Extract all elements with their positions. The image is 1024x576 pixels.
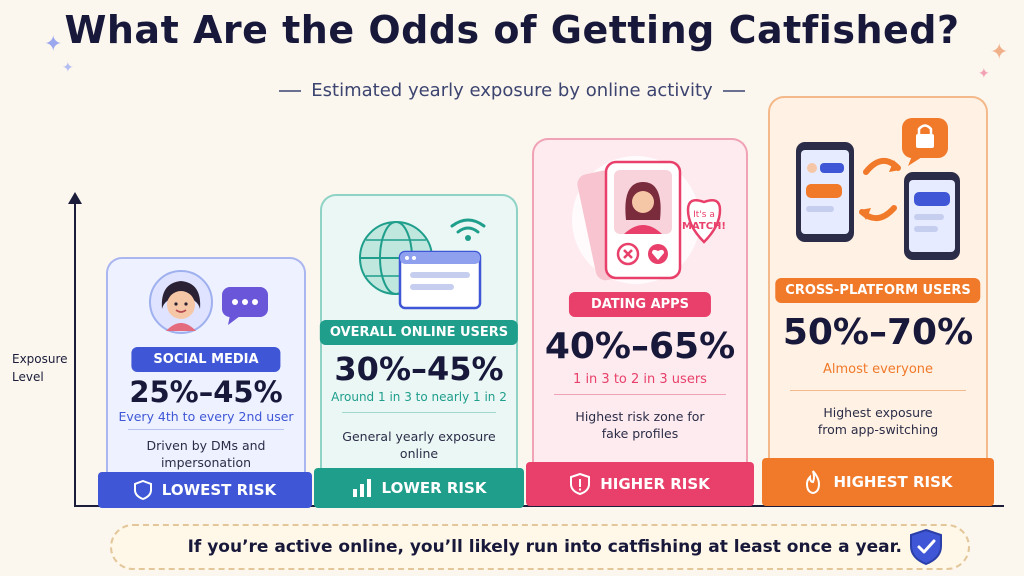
divider xyxy=(554,394,726,395)
range-value: 40%–65% xyxy=(544,326,736,367)
description-line: online xyxy=(399,446,439,461)
risk-label: HIGHEST RISK xyxy=(833,473,953,491)
sparkle-icon: ✦ xyxy=(44,32,63,57)
range-value: 25%–45% xyxy=(129,375,283,409)
category-label: OVERALL ONLINE USERS xyxy=(319,320,519,345)
page-subtitle: Estimated yearly exposure by online acti… xyxy=(0,80,1024,101)
chat-bubble-icon xyxy=(222,287,268,325)
risk-label: LOWEST RISK xyxy=(161,481,277,499)
y-axis-label: Exposure Level xyxy=(12,352,68,384)
divider xyxy=(790,390,966,391)
description-line: from app-switching xyxy=(817,422,939,437)
divider xyxy=(128,429,284,430)
category-label: CROSS-PLATFORM USERS xyxy=(775,278,981,303)
sparkle-icon: ✦ xyxy=(978,66,990,82)
subtitle-dash-left xyxy=(279,90,302,92)
description: Highest risk zone for fake profiles xyxy=(534,408,746,442)
bar-social-media: SOCIAL MEDIA 25%–45% Every 4th to every … xyxy=(106,257,306,475)
sparkle-icon: ✦ xyxy=(990,40,1009,65)
sparkle-icon: ✦ xyxy=(62,60,74,76)
risk-badge-lower: LOWER RISK xyxy=(314,468,524,508)
shield-check-icon xyxy=(910,528,942,566)
match-bubble-line: It's a xyxy=(693,210,715,220)
description-line: impersonation xyxy=(160,455,252,470)
range-value: 50%–70% xyxy=(782,312,974,353)
description-line: Driven by DMs and xyxy=(146,438,266,453)
category-label: SOCIAL MEDIA xyxy=(131,347,281,372)
x-axis xyxy=(74,505,1004,507)
description-line: Highest risk zone for xyxy=(575,409,705,424)
y-axis-arrow xyxy=(68,192,82,204)
y-axis xyxy=(74,200,76,506)
divider xyxy=(342,412,496,413)
description-line: General yearly exposure xyxy=(342,429,496,444)
subtitle-text: Estimated yearly exposure by online acti… xyxy=(311,80,713,101)
description-line: fake profiles xyxy=(601,426,679,441)
risk-label: HIGHER RISK xyxy=(600,475,710,493)
bar-chart-icon xyxy=(352,479,371,497)
match-bubble-line: MATCH! xyxy=(682,221,726,232)
dating-app-match-icon: It's a MATCH! xyxy=(572,156,726,284)
odds-text: 1 in 3 to 2 in 3 users xyxy=(573,372,707,387)
risk-badge-highest: HIGHEST RISK xyxy=(762,458,994,506)
globe-browser-icon xyxy=(359,218,486,310)
avatar-woman-icon xyxy=(149,270,213,334)
flame-icon xyxy=(806,470,821,494)
description: Highest exposure from app-switching xyxy=(770,404,986,438)
cross-platform-phones-icon xyxy=(796,118,960,260)
bar-cross-platform-users: CROSS-PLATFORM USERS 50%–70% Almost ever… xyxy=(768,96,988,460)
subtitle-dash-right xyxy=(722,90,745,92)
bar-dating-apps: It's a MATCH! DATING APPS 40%–65% 1 in 3… xyxy=(532,138,748,464)
risk-badge-higher: HIGHER RISK xyxy=(526,462,754,506)
description-line: Highest exposure xyxy=(823,405,933,420)
risk-badge-lowest: LOWEST RISK xyxy=(98,472,312,508)
page-title: What Are the Odds of Getting Catfished? xyxy=(64,8,960,52)
odds-text: Almost everyone xyxy=(822,362,934,377)
odds-text: Every 4th to every 2nd user xyxy=(118,409,294,424)
category-label: DATING APPS xyxy=(568,292,712,317)
risk-label: LOWER RISK xyxy=(381,479,487,497)
range-value: 30%–45% xyxy=(334,350,504,388)
footer-text: If you’re active online, you’ll likely r… xyxy=(187,537,902,557)
shield-icon xyxy=(133,480,152,500)
alert-shield-icon xyxy=(570,473,591,495)
bar-overall-online-users: OVERALL ONLINE USERS 30%–45% Around 1 in… xyxy=(319,194,519,470)
description: General yearly exposure online xyxy=(322,428,516,462)
footer-callout: If you’re active online, you’ll likely r… xyxy=(110,524,970,570)
odds-text: Around 1 in 3 to nearly 1 in 2 xyxy=(331,390,507,404)
description: Driven by DMs and impersonation xyxy=(108,437,304,471)
